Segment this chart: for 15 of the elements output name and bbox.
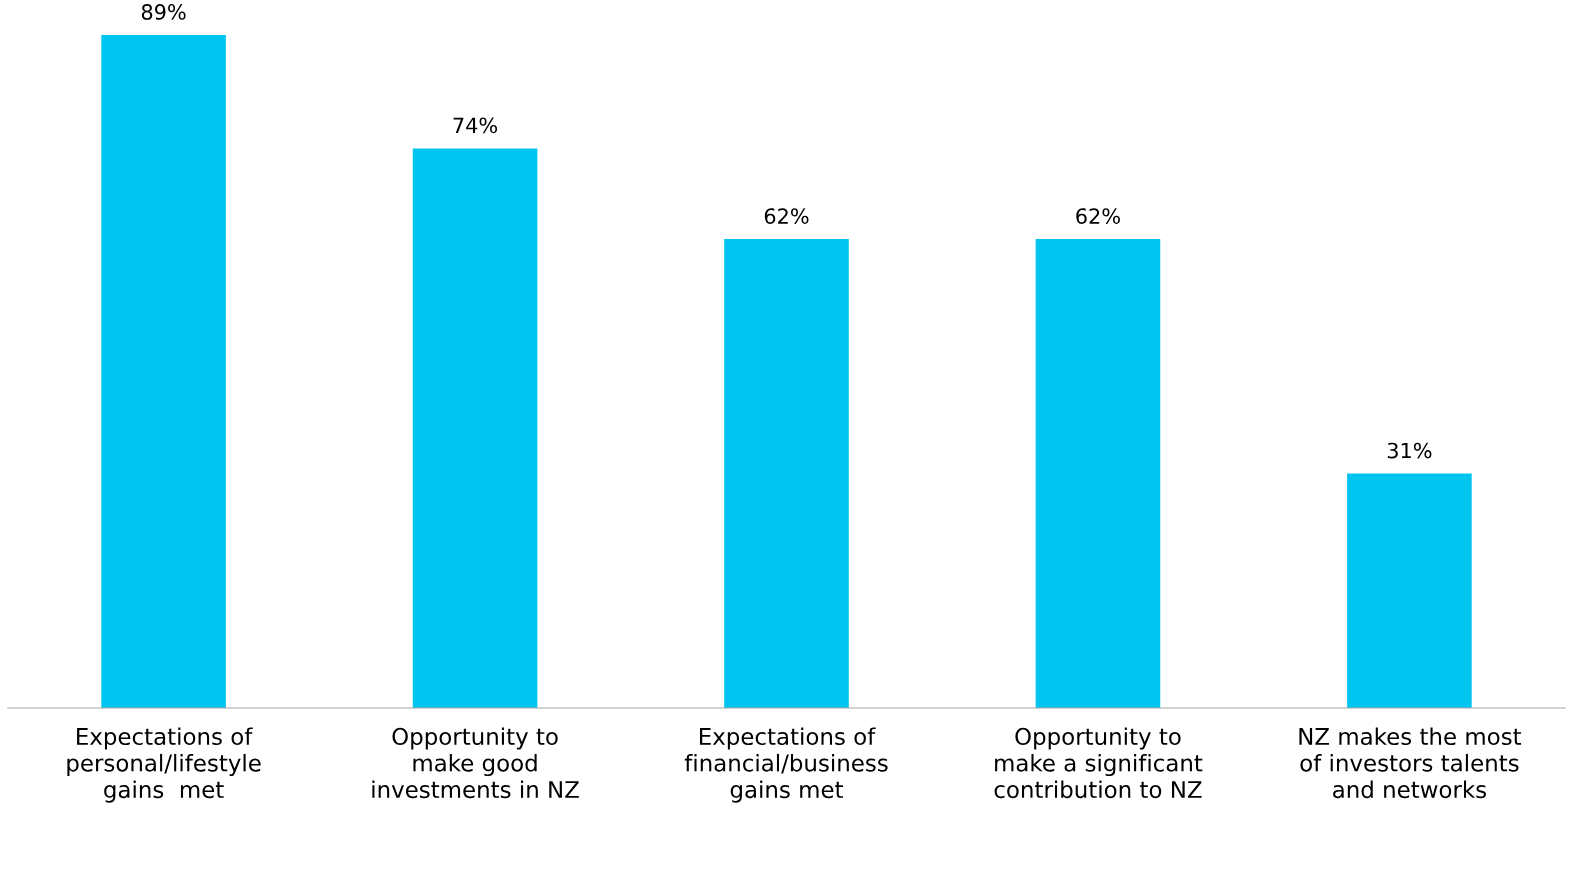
x-tick-label: Expectations of financial/business gains met xyxy=(684,727,888,803)
x-tick-label: Expectations of personal/lifestyle gains met xyxy=(67,727,261,803)
bar xyxy=(412,148,538,708)
data-label: 62% xyxy=(764,208,809,224)
bar xyxy=(101,34,226,708)
x-tick-label: Opportunity to make a significant contribution to NZ xyxy=(994,727,1203,799)
data-label: 31% xyxy=(1387,442,1432,459)
data-label: 89% xyxy=(141,4,186,20)
data-label: 62% xyxy=(1076,208,1120,224)
x-tick-label: Opportunity to make good investments in NZ xyxy=(372,727,579,799)
bar xyxy=(1035,239,1161,708)
data-label: 74% xyxy=(453,117,498,134)
x-tick-label: NZ makes the most of investors talents and networks xyxy=(1299,727,1522,799)
bar xyxy=(724,239,849,708)
bar xyxy=(1347,473,1472,708)
